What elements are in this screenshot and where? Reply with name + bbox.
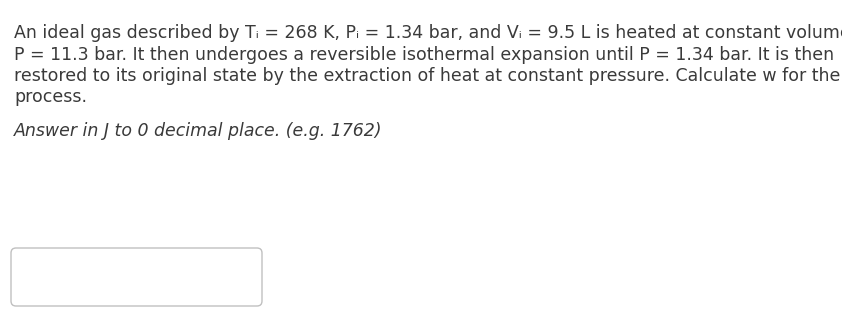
- Text: process.: process.: [14, 88, 87, 107]
- Text: restored to its original state by the extraction of heat at constant pressure. C: restored to its original state by the ex…: [14, 67, 842, 85]
- Text: An ideal gas described by Tᵢ = 268 K, Pᵢ = 1.34 bar, and Vᵢ = 9.5 L is heated at: An ideal gas described by Tᵢ = 268 K, Pᵢ…: [14, 24, 842, 42]
- FancyBboxPatch shape: [11, 248, 262, 306]
- Text: P = 11.3 bar. It then undergoes a reversible isothermal expansion until P = 1.34: P = 11.3 bar. It then undergoes a revers…: [14, 46, 834, 63]
- Text: Answer in J to 0 decimal place. (e.g. 1762): Answer in J to 0 decimal place. (e.g. 17…: [14, 122, 382, 140]
